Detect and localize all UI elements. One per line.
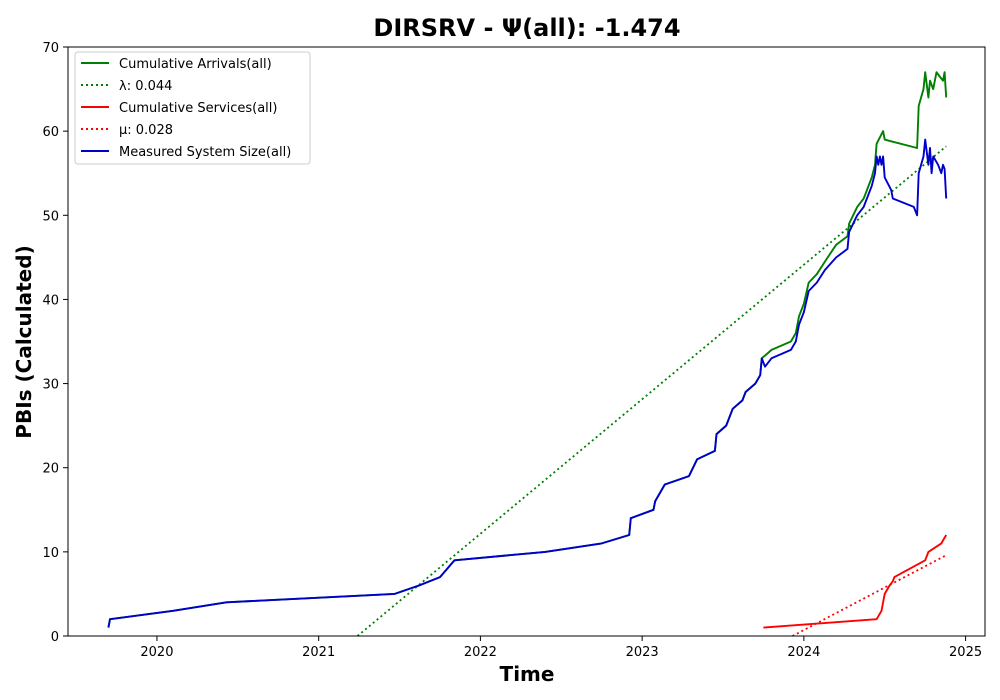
y-tick-label: 20 xyxy=(42,462,59,477)
legend-label-3: μ: 0.028 xyxy=(119,123,173,138)
x-tick-label: 2022 xyxy=(464,645,497,660)
x-tick-label: 2021 xyxy=(302,645,335,660)
y-tick-label: 40 xyxy=(42,293,59,308)
y-tick-label: 0 xyxy=(51,630,59,645)
axis-ticks: 2020 2021 2022 2023 2024 2025 0 10 20 30 40 50 60 70 xyxy=(42,41,982,660)
series-line-1 xyxy=(356,145,947,636)
x-tick-label: 2020 xyxy=(140,645,173,660)
chart-title: DIRSRV - Ψ(all): -1.474 xyxy=(373,14,680,42)
x-tick-label: 2024 xyxy=(787,645,820,660)
plot-area xyxy=(67,46,986,637)
legend-label-0: Cumulative Arrivals(all) xyxy=(119,57,272,72)
legend: Cumulative Arrivals(all) λ: 0.044 Cumulati… xyxy=(74,51,311,165)
legend-label-2: Cumulative Services(all) xyxy=(119,101,277,116)
legend-label-1: λ: 0.044 xyxy=(119,79,172,94)
series-line-2 xyxy=(763,534,948,629)
x-axis-label: Time xyxy=(500,662,555,686)
y-tick-label: 60 xyxy=(42,125,59,140)
y-axis-label: PBIs (Calculated) xyxy=(12,245,36,438)
y-tick-label: 10 xyxy=(42,546,59,561)
y-tick-label: 50 xyxy=(42,209,59,224)
x-tick-label: 2025 xyxy=(949,645,982,660)
legend-box xyxy=(74,51,311,165)
legend-label-4: Measured System Size(all) xyxy=(119,145,291,160)
plot-frame xyxy=(67,46,986,637)
x-tick-label: 2023 xyxy=(626,645,659,660)
y-tick-label: 70 xyxy=(42,41,59,56)
y-tick-label: 30 xyxy=(42,378,59,393)
series-line-3 xyxy=(792,554,947,636)
series-line-4 xyxy=(107,138,948,628)
